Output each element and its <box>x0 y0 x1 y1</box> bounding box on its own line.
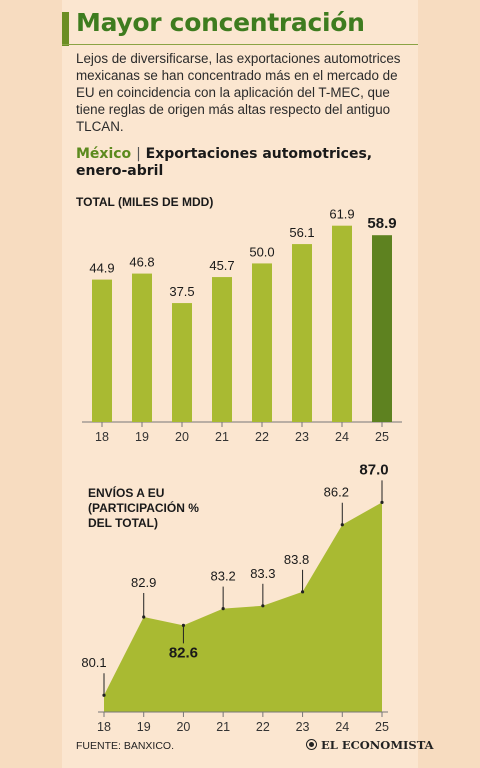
bar <box>212 277 232 422</box>
page-title: Mayor concentración <box>76 8 365 37</box>
title-accent-bar <box>62 12 69 46</box>
subheading-country: México <box>76 146 132 162</box>
area-category-label: 18 <box>97 720 111 734</box>
bar <box>372 235 392 422</box>
area-category-label: 19 <box>137 720 151 734</box>
bar-value-label: 58.9 <box>367 215 396 232</box>
bar-category-label: 21 <box>215 430 229 444</box>
area-chart-title-line: ENVÍOS A EU <box>88 486 165 500</box>
area-value-label: 82.9 <box>131 575 156 590</box>
area-category-label: 20 <box>176 720 190 734</box>
bar-value-label: 50.0 <box>249 244 274 259</box>
bar-category-label: 18 <box>95 430 109 444</box>
bar-category-label: 25 <box>375 430 389 444</box>
area-category-label: 24 <box>335 720 349 734</box>
bar-category-label: 23 <box>295 430 309 444</box>
area-point <box>340 523 344 527</box>
area-point <box>300 590 305 594</box>
bar-value-label: 46.8 <box>129 255 154 270</box>
area-value-label: 83.2 <box>210 569 235 584</box>
area-point <box>102 693 106 697</box>
bar <box>92 279 112 422</box>
subheading-text: Exportaciones automotrices, enero-abril <box>76 146 373 179</box>
publisher-logo: EL ECONOMISTA <box>306 738 434 752</box>
area-category-label: 25 <box>375 720 389 734</box>
source-note: FUENTE: BANXICO. <box>76 740 175 752</box>
bar <box>332 225 352 422</box>
area-value-label: 83.3 <box>250 566 275 581</box>
area-point <box>380 500 384 504</box>
bar-value-label: 37.5 <box>169 284 194 299</box>
area-fill <box>104 502 382 712</box>
bar <box>132 273 152 422</box>
area-chart-title: ENVÍOS A EU (PARTICIPACIÓN % DEL TOTAL) <box>88 486 199 531</box>
bar <box>172 303 192 422</box>
intro-paragraph: Lejos de diversificarse, las exportacion… <box>76 51 401 134</box>
area-category-label: 21 <box>216 720 230 734</box>
chart-subheading: México | Exportaciones automotrices, ene… <box>76 146 416 180</box>
bar-chart-title: TOTAL (MILES DE MDD) <box>76 195 214 209</box>
title-divider <box>62 44 418 45</box>
area-category-label: 23 <box>296 720 310 734</box>
bar-value-label: 44.9 <box>89 261 114 276</box>
area-chart-title-line: (PARTICIPACIÓN % <box>88 501 199 515</box>
bar-category-label: 19 <box>135 430 149 444</box>
bar-value-label: 61.9 <box>329 207 354 222</box>
bar-category-label: 24 <box>335 430 349 444</box>
bar-value-label: 45.7 <box>209 258 234 273</box>
subheading-separator: | <box>136 146 141 162</box>
bar-category-label: 20 <box>175 430 189 444</box>
area-value-label: 82.6 <box>169 644 198 661</box>
area-value-label: 86.2 <box>324 485 349 500</box>
area-value-label: 87.0 <box>359 461 388 478</box>
area-value-label: 80.1 <box>81 655 106 670</box>
logo-text: EL ECONOMISTA <box>321 738 434 752</box>
area-category-label: 22 <box>256 720 270 734</box>
area-point <box>181 623 186 627</box>
logo-icon <box>306 739 317 750</box>
area-point <box>261 604 265 608</box>
bar <box>292 244 312 422</box>
area-point <box>221 606 225 611</box>
bar-category-label: 22 <box>255 430 269 444</box>
area-chart-title-line: DEL TOTAL) <box>88 516 158 530</box>
bar <box>252 263 272 422</box>
bar-value-label: 56.1 <box>289 225 314 240</box>
area-value-label: 83.8 <box>284 552 309 567</box>
area-point <box>142 615 146 619</box>
